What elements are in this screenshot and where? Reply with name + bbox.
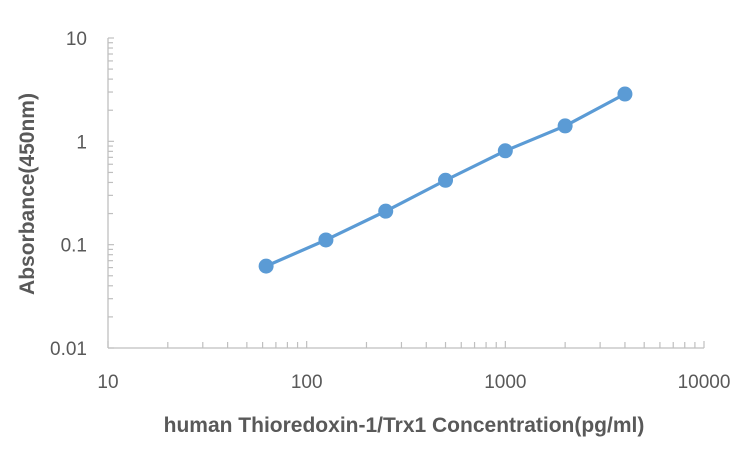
x-tick-labels: 10 100 1000 10000: [97, 372, 730, 393]
data-point-marker: [438, 172, 454, 188]
data-point-marker: [497, 143, 513, 159]
x-tick-label: 100: [291, 372, 323, 393]
y-axis: [107, 37, 114, 349]
y-tick-label: 0.1: [61, 236, 87, 257]
data-point-marker: [318, 232, 334, 248]
x-tick-label: 1000: [484, 372, 526, 393]
x-axis: [107, 341, 705, 349]
data-point-marker: [258, 258, 274, 274]
y-axis-title: Absorbance(450nm): [16, 93, 39, 295]
x-tick-label: 10: [97, 372, 118, 393]
x-tick-label: 10000: [678, 372, 731, 393]
y-tick-label: 1: [76, 132, 87, 153]
data-point-marker: [378, 203, 394, 219]
y-tick-label: 0.01: [50, 339, 87, 360]
x-axis-title: human Thioredoxin-1/Trx1 Concentration(p…: [164, 414, 645, 437]
y-tick-labels: 10 1 0.1 0.01: [50, 29, 87, 360]
y-tick-label: 10: [66, 29, 87, 50]
data-point-marker: [557, 118, 573, 134]
data-series: [258, 86, 633, 274]
data-point-marker: [617, 86, 633, 102]
